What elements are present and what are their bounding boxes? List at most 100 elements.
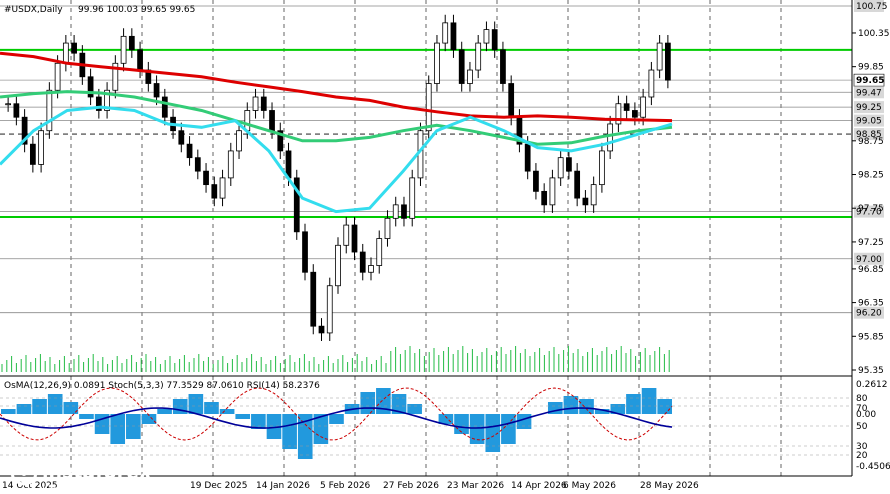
candle-body xyxy=(566,157,572,172)
indicator-scale-label: 70 xyxy=(856,404,868,414)
candle-body xyxy=(582,197,589,206)
date-axis: 14 Oct 2025 19 Dec 2025 14 Jan 2026 5 Feb 2… xyxy=(0,475,852,491)
candle-body xyxy=(46,89,53,132)
candle-body xyxy=(293,177,300,233)
candle-body xyxy=(244,110,251,132)
candle-body xyxy=(277,130,284,152)
osma-bar xyxy=(110,414,126,444)
candle-body xyxy=(392,204,399,219)
date-label: 14 Jan 2026 xyxy=(256,481,310,491)
level-label: 99.25 xyxy=(856,103,882,113)
candle-body xyxy=(227,150,234,179)
osma-bar xyxy=(188,394,204,414)
date-label: 27 Feb 2026 xyxy=(383,481,439,491)
osma-bar xyxy=(157,409,172,414)
osma-bar xyxy=(626,394,641,414)
candle-body xyxy=(541,190,548,206)
candle-body xyxy=(467,69,473,84)
y-tick-label: 95.85 xyxy=(858,332,884,342)
y-tick-label: 99.85 xyxy=(858,63,884,73)
indicator-scale-label: 20 xyxy=(856,451,868,461)
candle-body xyxy=(524,143,531,172)
indicator-scale-label: 0.2612 xyxy=(856,380,888,390)
osma-bar xyxy=(391,394,407,414)
osma-bar xyxy=(282,414,297,449)
candle-body xyxy=(211,184,218,199)
level-tag xyxy=(854,0,884,12)
watermark-tagline: Instant Forex Trading xyxy=(42,482,147,493)
candle-body xyxy=(5,103,11,106)
date-label: 6 May 2026 xyxy=(563,481,616,491)
candle-body xyxy=(549,177,556,206)
y-tick-label: 98.25 xyxy=(858,171,884,181)
candle-body xyxy=(409,177,416,219)
candle-body xyxy=(13,103,20,118)
level-label: 99.65 xyxy=(856,76,884,86)
candle-body xyxy=(335,244,341,287)
candle-body xyxy=(656,42,663,71)
level-tag xyxy=(854,205,884,218)
osma-bar xyxy=(1,409,16,414)
y-tick-label: 96.85 xyxy=(858,265,884,275)
level-label: 98.85 xyxy=(856,130,882,140)
indicator-scale-label: 30 xyxy=(856,442,868,452)
candle-body xyxy=(260,96,267,111)
candle-body xyxy=(318,325,325,334)
level-tag xyxy=(854,114,884,127)
level-label: 97.00 xyxy=(856,255,882,265)
candle-body xyxy=(450,22,457,51)
ma-line xyxy=(0,105,673,214)
candle-body xyxy=(491,29,498,51)
level-tag xyxy=(853,73,885,87)
candle-body xyxy=(384,217,391,239)
osma-bar xyxy=(516,414,532,429)
candle-body xyxy=(590,184,597,206)
candle-body xyxy=(71,42,77,54)
candle-body xyxy=(615,103,622,125)
candle-body xyxy=(343,224,350,246)
level-tag xyxy=(854,86,884,99)
candle-body xyxy=(269,110,275,132)
candle-body xyxy=(359,251,366,273)
candle-body xyxy=(104,89,110,111)
moving-averages xyxy=(0,51,673,214)
price-axis: 100.75 99.65 99.47 99.25 99.05 98.85 97.70 97.0… xyxy=(851,0,890,476)
osma-bar xyxy=(126,414,141,439)
chart-title: #USDX,Daily 99.96 100.03 99.65 99.65 xyxy=(4,5,195,15)
candle-body xyxy=(368,265,374,273)
osma-bar xyxy=(297,414,313,459)
candle-body xyxy=(21,116,28,145)
candle-body xyxy=(38,130,44,165)
candle-body xyxy=(153,83,160,98)
candle-body xyxy=(632,110,638,118)
candle-body xyxy=(648,69,655,98)
candle-body xyxy=(434,42,440,84)
candle-body xyxy=(161,96,168,118)
candle-body xyxy=(401,204,407,219)
osma-bar xyxy=(485,414,501,452)
osma-bar xyxy=(657,399,672,414)
candle-body xyxy=(203,170,209,186)
candle-body xyxy=(599,150,605,186)
osma-bar xyxy=(407,404,422,414)
candle-body xyxy=(186,143,193,159)
osma-bar xyxy=(594,409,610,414)
osma-bar xyxy=(469,414,485,444)
level-tag xyxy=(854,128,884,141)
date-label: 28 May 2026 xyxy=(640,481,699,491)
candle-body xyxy=(607,123,614,152)
candle-body xyxy=(475,42,482,71)
level-label: 99.05 xyxy=(856,117,882,127)
date-label: 5 Feb 2026 xyxy=(320,481,371,491)
ma-line xyxy=(0,51,673,123)
candle-body xyxy=(128,35,135,51)
indicator-scale-label: 80 xyxy=(856,394,868,404)
osma-bar xyxy=(641,388,657,414)
candle-body xyxy=(557,157,564,179)
candle-body xyxy=(219,177,226,199)
candle-body xyxy=(62,42,69,64)
y-tick-label: 97.75 xyxy=(858,204,884,214)
osma-bar xyxy=(32,399,47,414)
candle-body xyxy=(326,285,333,334)
candle-body xyxy=(178,130,185,145)
